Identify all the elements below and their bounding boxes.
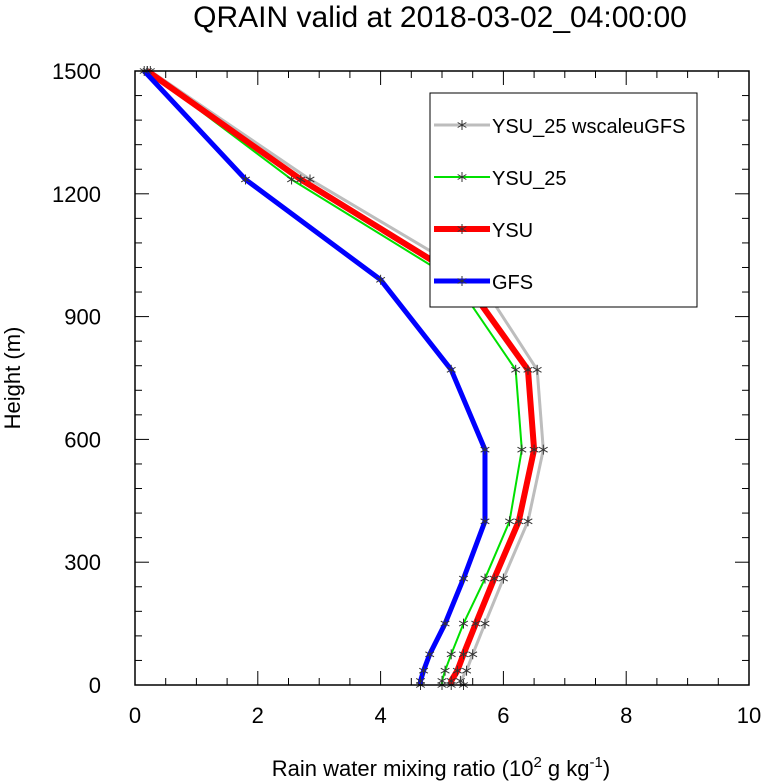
y-tick-label: 1200 xyxy=(52,182,101,207)
y-tick-label: 0 xyxy=(89,673,101,698)
legend-entry: YSU_25 xyxy=(434,168,567,190)
series-line xyxy=(146,70,523,685)
data-point xyxy=(446,364,456,375)
legend-marker xyxy=(457,224,467,234)
x-axis-label-end: ) xyxy=(603,756,610,781)
x-axis-label-main: Rain water mixing ratio (10 xyxy=(272,756,534,781)
data-point xyxy=(514,516,524,527)
x-tick-label: 0 xyxy=(129,703,141,728)
legend-label: GFS xyxy=(492,272,533,294)
data-point xyxy=(425,649,435,660)
x-tick-label: 6 xyxy=(497,703,509,728)
data-point xyxy=(471,618,481,629)
legend-entry: YSU_25 wscaleuGFS xyxy=(434,116,685,138)
data-point xyxy=(458,573,469,584)
x-axis-label: Rain water mixing ratio (102 g kg-1) xyxy=(272,754,610,781)
data-point xyxy=(446,649,456,660)
y-axis-label: Height (m) xyxy=(0,327,25,430)
legend-label: YSU xyxy=(492,220,533,242)
data-point xyxy=(440,618,450,629)
series-gfs xyxy=(139,66,490,690)
data-point xyxy=(458,649,469,660)
data-point xyxy=(376,274,386,285)
y-tick-label: 600 xyxy=(64,427,101,452)
data-point xyxy=(461,665,472,676)
y-tick-label: 900 xyxy=(64,305,101,330)
chart-title: QRAIN valid at 2018-03-02_04:00:00 xyxy=(193,1,687,34)
y-tick-label: 1500 xyxy=(52,59,101,84)
data-point xyxy=(480,573,490,584)
legend-marker xyxy=(457,120,467,130)
data-point xyxy=(489,573,499,584)
legend-entry: YSU xyxy=(434,220,533,242)
data-point xyxy=(452,665,462,676)
data-point xyxy=(532,364,542,375)
legend-label: YSU_25 wscaleuGFS xyxy=(492,116,685,138)
series-line xyxy=(142,69,488,685)
data-point xyxy=(455,675,466,686)
data-point xyxy=(480,516,490,527)
x-tick-label: 4 xyxy=(374,703,386,728)
data-point xyxy=(480,444,490,455)
x-tick-label: 2 xyxy=(252,703,264,728)
plot-frame xyxy=(134,70,750,686)
legend-entry: GFS xyxy=(434,272,533,294)
data-point xyxy=(498,573,508,584)
data-point xyxy=(504,516,515,527)
axis-ticks xyxy=(134,70,750,686)
y-tick-labels: 0 300 600 900 1200 1500 xyxy=(52,59,101,698)
data-point xyxy=(538,444,548,455)
legend-marker xyxy=(457,276,467,286)
data-point xyxy=(458,618,469,629)
x-tick-label: 10 xyxy=(737,703,761,728)
legend: YSU_25 wscaleuGFS YSU_25 YSU GFS xyxy=(429,92,698,308)
data-point xyxy=(240,174,251,185)
data-point xyxy=(296,174,306,185)
x-axis-label-mid: g kg xyxy=(542,756,590,781)
legend-label: YSU_25 xyxy=(492,168,567,190)
data-point xyxy=(418,665,429,676)
y-tick-label: 300 xyxy=(64,550,101,575)
data-point xyxy=(415,675,426,686)
data-point xyxy=(523,364,533,375)
legend-entries: YSU_25 wscaleuGFS YSU_25 YSU GFS xyxy=(434,116,685,294)
x-tick-labels: 0 2 4 6 8 10 xyxy=(129,703,761,728)
data-point xyxy=(517,444,527,455)
data-point xyxy=(446,675,456,686)
data-point xyxy=(437,675,447,686)
data-point xyxy=(480,618,490,629)
legend-marker xyxy=(457,172,467,182)
data-point xyxy=(468,649,478,660)
legend-box xyxy=(429,92,698,308)
x-axis-label-sup2: -1 xyxy=(590,754,603,771)
x-axis-label-sup1: 2 xyxy=(533,754,541,771)
data-point xyxy=(523,516,533,527)
x-tick-label: 8 xyxy=(620,703,632,728)
data-point xyxy=(511,364,521,375)
data-point xyxy=(440,665,450,676)
data-point xyxy=(529,444,539,455)
